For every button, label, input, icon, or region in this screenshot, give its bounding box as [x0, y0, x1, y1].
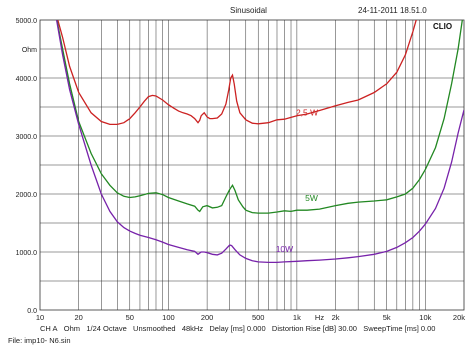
x-tick-label: 10k	[419, 313, 431, 322]
x-tick-label: 200	[201, 313, 214, 322]
series-line-1	[56, 20, 463, 214]
unit-label: Ohm	[63, 324, 81, 333]
grid	[40, 20, 464, 310]
chart-datetime: 24-11-2011 18.51.0	[358, 6, 427, 15]
series-label-2: 10W	[276, 244, 293, 254]
x-tick-label: 5k	[383, 313, 391, 322]
chart-title: Sinusoidal	[230, 6, 267, 15]
file-name: File: imp10- N6.sin	[8, 336, 71, 345]
sweeptime-label: SweepTime [ms] 0.00	[363, 324, 436, 333]
series-labels: 2,5 W 5W 10W	[276, 108, 318, 254]
y-tick-label: 5000.0	[16, 18, 38, 25]
x-tick-label: 100	[162, 313, 175, 322]
series-line-2	[55, 20, 464, 264]
y-tick-label: 0.0	[27, 308, 37, 315]
samplerate-label: 48kHz	[181, 324, 204, 333]
series-label-1: 5W	[305, 193, 318, 203]
x-axis-ticks: 10 20 50 100 200 500 1k Hz 2k 5k 10k 20k	[36, 313, 465, 322]
x-tick-label: 500	[252, 313, 265, 322]
x-tick-label: 1k	[293, 313, 301, 322]
x-tick-label: Hz	[315, 313, 324, 322]
x-tick-label: 2k	[332, 313, 340, 322]
y-tick-label: 1000.0	[16, 250, 38, 257]
series-lines	[55, 20, 464, 264]
brand-logo: CLIO	[433, 22, 452, 31]
x-tick-label: 10	[36, 313, 44, 322]
series-label-0: 2,5 W	[296, 108, 318, 118]
delay-label: Delay [ms] 0.000	[209, 324, 266, 333]
octave-label: 1/24 Octave	[86, 324, 127, 333]
y-tick-label: 3000.0	[16, 134, 38, 141]
x-tick-label: 50	[126, 313, 134, 322]
measurement-settings: CH A Ohm 1/24 Octave Unsmoothed 48kHz De…	[40, 324, 435, 333]
y-tick-label: 4000.0	[16, 76, 38, 83]
series-line-0	[57, 20, 417, 126]
smoothing-label: Unsmoothed	[133, 324, 176, 333]
y-tick-label: Ohm	[22, 47, 37, 54]
channel-label: CH A	[40, 324, 58, 333]
x-tick-label: 20	[74, 313, 82, 322]
distortion-label: Distortion Rise [dB] 30.00	[271, 324, 357, 333]
y-tick-label: 2000.0	[16, 192, 38, 199]
x-tick-label: 20k	[453, 313, 465, 322]
y-axis-ticks: 5000.0 Ohm 4000.0 3000.0 2000.0 1000.0 0.0	[16, 18, 38, 315]
